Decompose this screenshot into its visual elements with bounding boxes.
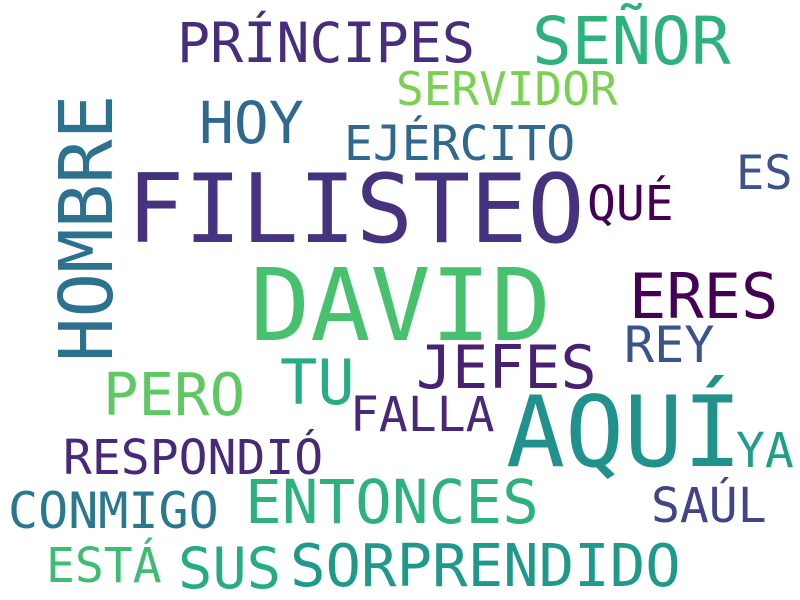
word-pero: PERO: [103, 360, 246, 429]
word-filisteo: FILISTEO: [127, 155, 585, 265]
word-aqui: AQUÍ: [506, 376, 743, 490]
word-hoy: HOY: [199, 89, 304, 157]
word-ya: YA: [736, 423, 794, 479]
word-que: QUÉ: [587, 176, 674, 232]
word-sus: SUS: [178, 536, 281, 600]
word-entonces: ENTONCES: [245, 467, 539, 538]
word-esta: ESTÁ: [46, 538, 162, 594]
word-eres: ERES: [629, 260, 779, 333]
word-tu: TU: [280, 346, 355, 419]
word-conmigo: CONMIGO: [8, 482, 219, 540]
word-es: ES: [736, 146, 793, 201]
word-hombre: HOMBRE: [44, 94, 130, 362]
word-ejercito: EJÉRCITO: [344, 116, 576, 172]
word-respondio: RESPONDIÓ: [63, 430, 324, 486]
word-servidor: SERVIDOR: [396, 62, 618, 116]
word-jefes: JEFES: [416, 333, 597, 403]
word-david: DAVID: [250, 247, 552, 364]
word-sorprendido: SORPRENDIDO: [290, 531, 681, 600]
word-saul: SAÚL: [651, 478, 767, 534]
word-rey: REY: [624, 316, 715, 374]
word-falla: FALLA: [350, 387, 495, 443]
word-senor: SEÑOR: [532, 3, 731, 80]
word-principes: PRÍNCIPES: [177, 11, 476, 75]
